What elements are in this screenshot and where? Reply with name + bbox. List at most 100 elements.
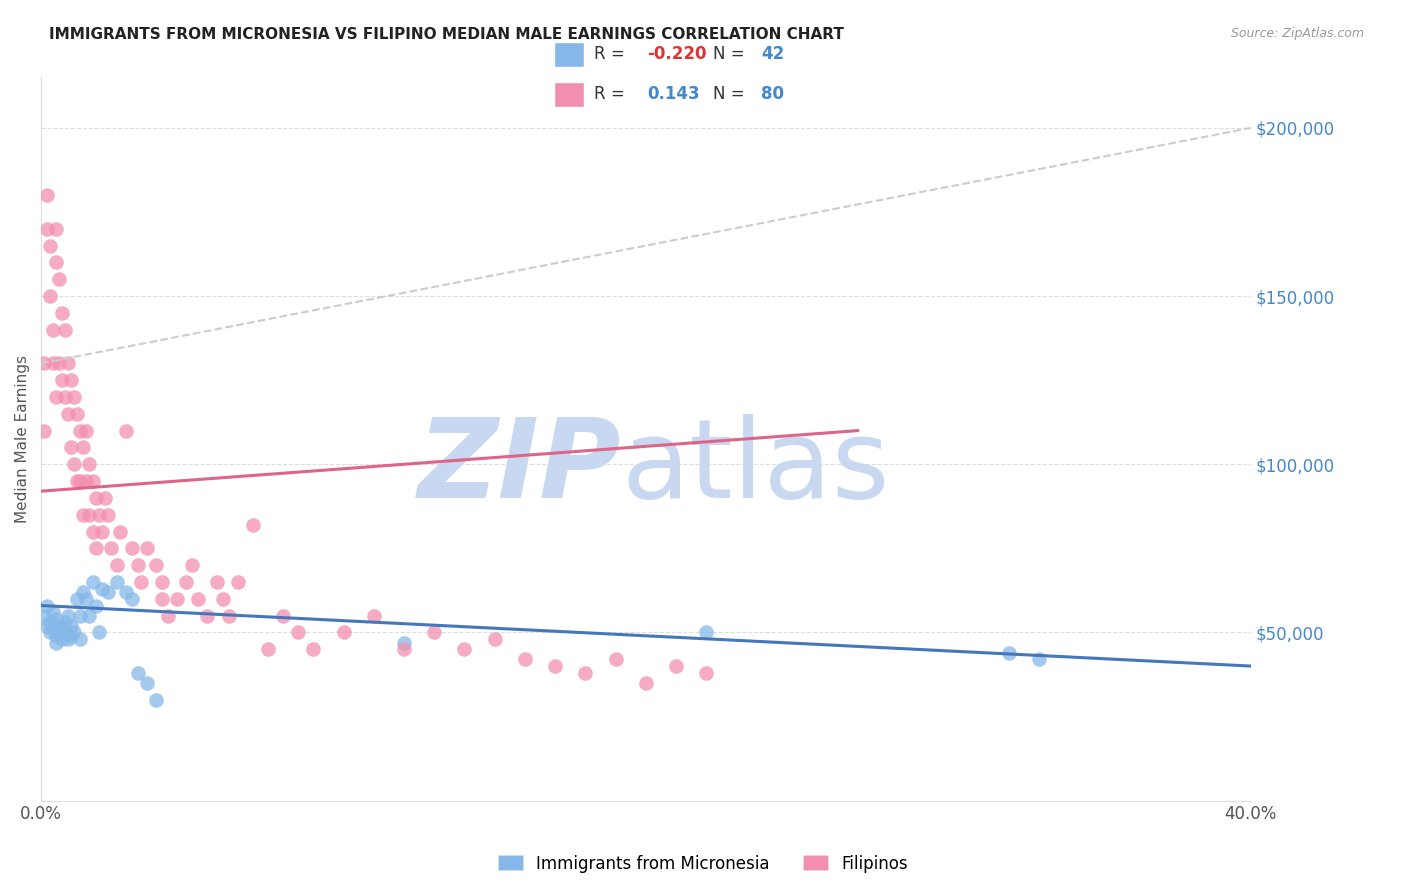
Y-axis label: Median Male Earnings: Median Male Earnings xyxy=(15,355,30,523)
Point xyxy=(257,642,280,657)
Text: ZIP: ZIP xyxy=(418,415,621,522)
Point xyxy=(48,618,70,632)
Point xyxy=(136,541,159,556)
Text: 80: 80 xyxy=(762,85,785,103)
Point xyxy=(42,323,65,337)
Point xyxy=(145,692,167,706)
Point xyxy=(37,188,59,202)
Point xyxy=(181,558,204,573)
Point xyxy=(51,622,73,636)
Point xyxy=(66,474,89,488)
Text: N =: N = xyxy=(713,85,751,103)
Text: atlas: atlas xyxy=(621,415,890,522)
Text: -0.220: -0.220 xyxy=(648,45,707,63)
Point xyxy=(63,390,86,404)
Point xyxy=(1028,652,1050,666)
Point xyxy=(287,625,309,640)
FancyBboxPatch shape xyxy=(554,82,585,107)
Point xyxy=(66,591,89,606)
Point xyxy=(226,574,249,589)
Point xyxy=(51,373,73,387)
Point xyxy=(32,424,55,438)
Point xyxy=(84,541,107,556)
Point xyxy=(45,629,67,643)
Point xyxy=(48,625,70,640)
Point xyxy=(302,642,325,657)
Point xyxy=(69,608,91,623)
Point xyxy=(37,599,59,613)
Point xyxy=(87,625,110,640)
Point xyxy=(121,591,143,606)
Point xyxy=(82,524,104,539)
Point xyxy=(58,608,80,623)
Point xyxy=(63,625,86,640)
Text: R =: R = xyxy=(595,45,630,63)
Text: R =: R = xyxy=(595,85,630,103)
Point xyxy=(108,524,131,539)
Point xyxy=(453,642,475,657)
Point xyxy=(127,558,149,573)
Point xyxy=(60,618,83,632)
Point xyxy=(271,608,294,623)
Point xyxy=(60,629,83,643)
Text: 0.143: 0.143 xyxy=(648,85,700,103)
Point xyxy=(105,558,128,573)
Point xyxy=(166,591,188,606)
Point xyxy=(114,585,136,599)
Point xyxy=(53,323,76,337)
Point xyxy=(39,615,62,630)
Point xyxy=(45,635,67,649)
Point xyxy=(187,591,209,606)
Point xyxy=(69,474,91,488)
Point xyxy=(392,635,415,649)
Point xyxy=(58,632,80,647)
Point xyxy=(242,517,264,532)
Point xyxy=(157,608,180,623)
Point xyxy=(53,625,76,640)
Point xyxy=(150,591,173,606)
Point xyxy=(79,508,101,522)
Point xyxy=(60,373,83,387)
Point xyxy=(484,632,506,647)
Point xyxy=(114,424,136,438)
Point xyxy=(145,558,167,573)
Point xyxy=(544,659,567,673)
Point xyxy=(39,289,62,303)
Point xyxy=(332,625,354,640)
Point xyxy=(90,582,112,596)
Point xyxy=(42,605,65,619)
Point xyxy=(97,585,120,599)
Point xyxy=(76,424,98,438)
Point xyxy=(53,615,76,630)
Point xyxy=(665,659,688,673)
Point xyxy=(84,491,107,505)
Point xyxy=(37,618,59,632)
Point xyxy=(105,574,128,589)
Point xyxy=(634,676,657,690)
Point xyxy=(100,541,122,556)
Point xyxy=(392,642,415,657)
Point xyxy=(72,508,94,522)
Point xyxy=(79,608,101,623)
Point xyxy=(93,491,115,505)
Point xyxy=(605,652,627,666)
Point xyxy=(423,625,446,640)
Point xyxy=(695,665,717,680)
Point xyxy=(97,508,120,522)
Point xyxy=(45,222,67,236)
Text: IMMIGRANTS FROM MICRONESIA VS FILIPINO MEDIAN MALE EARNINGS CORRELATION CHART: IMMIGRANTS FROM MICRONESIA VS FILIPINO M… xyxy=(49,27,844,42)
Point xyxy=(45,612,67,626)
Point xyxy=(998,646,1021,660)
Point xyxy=(87,508,110,522)
Point xyxy=(79,457,101,471)
Point xyxy=(63,457,86,471)
Point xyxy=(129,574,152,589)
Point xyxy=(150,574,173,589)
Point xyxy=(218,608,240,623)
Point xyxy=(45,255,67,269)
Point xyxy=(60,441,83,455)
Point xyxy=(69,632,91,647)
Text: Source: ZipAtlas.com: Source: ZipAtlas.com xyxy=(1230,27,1364,40)
Point xyxy=(39,625,62,640)
Text: 42: 42 xyxy=(762,45,785,63)
